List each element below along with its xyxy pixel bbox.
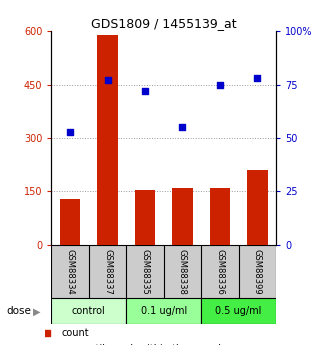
Text: GSM88335: GSM88335 bbox=[141, 249, 150, 295]
Bar bbox=[210, 188, 230, 245]
Text: 0.1 ug/ml: 0.1 ug/ml bbox=[141, 306, 187, 316]
Point bbox=[255, 75, 260, 81]
Bar bbox=[97, 34, 118, 245]
Point bbox=[143, 88, 148, 94]
Text: GSM88334: GSM88334 bbox=[65, 249, 74, 295]
Text: GSM88338: GSM88338 bbox=[178, 249, 187, 295]
Text: control: control bbox=[72, 306, 106, 316]
Text: GSM88399: GSM88399 bbox=[253, 249, 262, 295]
Text: GSM88337: GSM88337 bbox=[103, 249, 112, 295]
Bar bbox=[126, 298, 201, 324]
Bar bbox=[201, 298, 276, 324]
Text: ▶: ▶ bbox=[33, 306, 40, 316]
Point bbox=[180, 125, 185, 130]
Text: dose: dose bbox=[6, 306, 31, 316]
Bar bbox=[135, 190, 155, 245]
Point bbox=[217, 82, 222, 87]
Point bbox=[105, 78, 110, 83]
Bar bbox=[60, 199, 80, 245]
Bar bbox=[172, 188, 193, 245]
Bar bbox=[247, 170, 268, 245]
Bar bbox=[51, 298, 126, 324]
Title: GDS1809 / 1455139_at: GDS1809 / 1455139_at bbox=[91, 17, 237, 30]
Text: GSM88336: GSM88336 bbox=[215, 249, 224, 295]
Text: 0.5 ug/ml: 0.5 ug/ml bbox=[215, 306, 262, 316]
Point bbox=[67, 129, 73, 134]
Text: count: count bbox=[62, 328, 89, 338]
